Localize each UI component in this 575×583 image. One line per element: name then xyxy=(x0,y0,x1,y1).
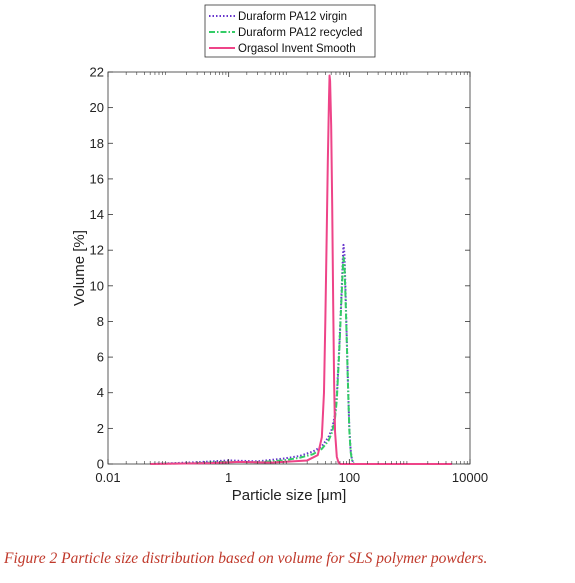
y-tick-label: 6 xyxy=(97,350,104,365)
plot-area xyxy=(107,71,471,465)
y-tick-label: 2 xyxy=(97,421,104,436)
series-line-1 xyxy=(150,256,452,465)
x-tick-label: 0.01 xyxy=(95,470,120,485)
figure-caption: Figure 2 Particle size distribution base… xyxy=(4,550,488,567)
y-tick-label: 16 xyxy=(90,171,104,186)
series-layer xyxy=(150,74,452,465)
legend: Duraform PA12 virgin Duraform PA12 recyc… xyxy=(204,4,376,58)
x-tick-label: 10000 xyxy=(452,470,488,485)
legend-label-orgasol: Orgasol Invent Smooth xyxy=(238,43,356,55)
y-tick-label: 8 xyxy=(97,314,104,329)
particle-size-chart: 0 2 4 6 8 10 12 14 16 18 20 22 0.01 1 100 10000 Particl… xyxy=(71,4,489,504)
legend-label-virgin: Duraform PA12 virgin xyxy=(238,11,347,23)
x-tick-label: 1 xyxy=(225,470,232,485)
x-axis-label: Particle size [μm] xyxy=(232,487,347,504)
y-tick-label: 4 xyxy=(97,385,104,400)
x-tick-label: 100 xyxy=(338,470,360,485)
y-tick-label: 10 xyxy=(90,278,104,293)
y-tick-label: 22 xyxy=(90,65,104,80)
legend-label-recycled: Duraform PA12 recycled xyxy=(238,27,362,39)
y-tick-label: 0 xyxy=(97,457,104,472)
y-tick-label: 20 xyxy=(90,100,104,115)
y-axis-label: Volume [%] xyxy=(71,230,88,306)
y-tick-label: 12 xyxy=(90,243,104,258)
y-tick-label: 18 xyxy=(90,136,104,151)
y-tick-label: 14 xyxy=(90,207,104,222)
tick-layer: 0 2 4 6 8 10 12 14 16 18 20 22 0.01 1 100 10000 xyxy=(90,65,489,486)
series-line-2 xyxy=(150,74,452,465)
